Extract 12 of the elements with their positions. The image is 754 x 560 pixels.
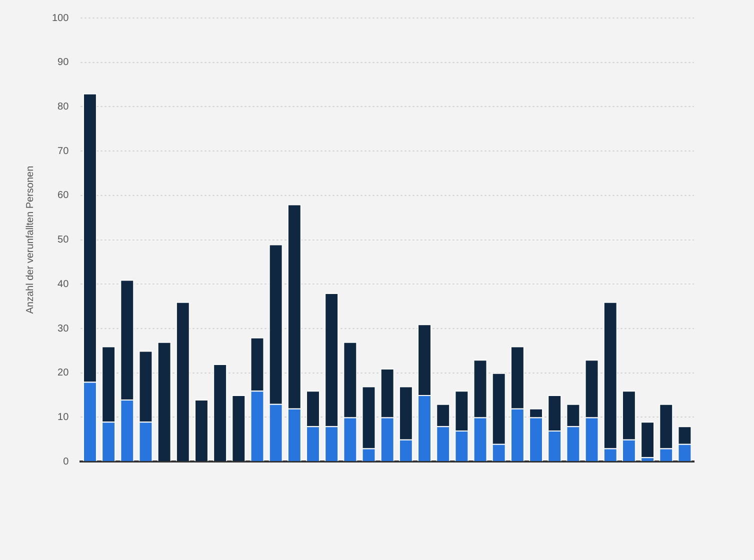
y-tick-label: 30: [58, 323, 70, 334]
y-tick-label: 90: [58, 57, 70, 68]
y-tick-label: 80: [58, 101, 70, 112]
y-tick-label: 0: [63, 456, 70, 468]
y-tick-label: 40: [58, 278, 70, 290]
y-tick-label: 20: [58, 368, 70, 379]
y-tick-label: 70: [58, 146, 70, 157]
y-tick-label: 100: [52, 12, 70, 24]
y-axis-title: Anzahl der verunfallten Personen: [24, 166, 36, 314]
y-tick-label: 50: [58, 234, 70, 246]
y-tick-label: 10: [58, 412, 70, 423]
y-tick-label: 60: [58, 190, 70, 202]
